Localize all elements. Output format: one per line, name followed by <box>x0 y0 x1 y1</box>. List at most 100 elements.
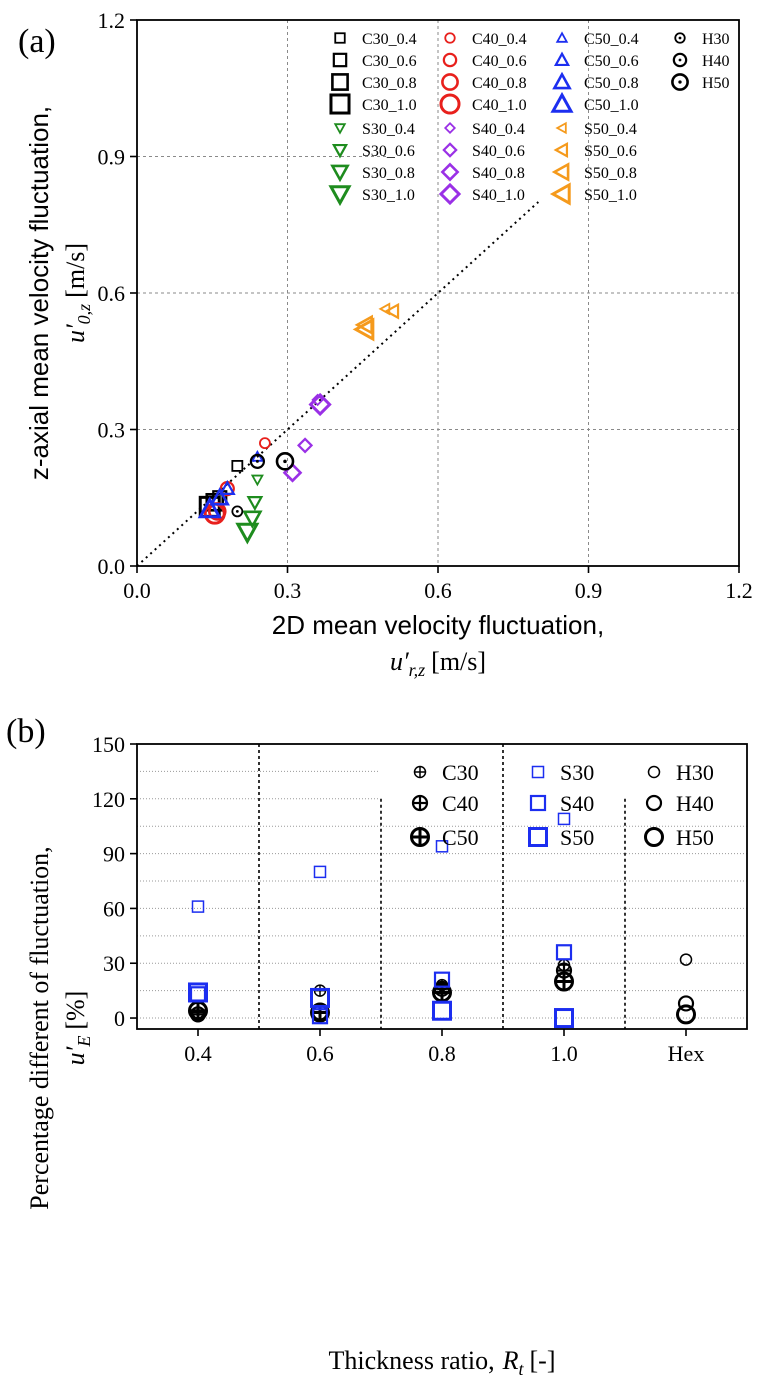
panel-b-x-axis-title: Thickness ratio, Rt [-] <box>329 1346 556 1379</box>
point-h40-0 <box>249 453 265 469</box>
panel-b-x-tick-label: 1.0 <box>550 1041 578 1066</box>
panel-a-x-tick-label: 0.0 <box>123 578 151 603</box>
legend-item-s50-0-8: S50_0.8 <box>551 162 637 182</box>
legend-item-s50-0-6: S50_0.6 <box>553 141 637 160</box>
legend-marker-c50-0-4 <box>555 31 569 43</box>
legend-label-c40-1-0: C40_1.0 <box>472 97 527 114</box>
legend-b-item-s50: S50 <box>528 825 594 850</box>
legend-item-c40-0-4: C40_0.4 <box>444 31 527 48</box>
legend-marker-c50-1-0 <box>550 91 574 113</box>
legend-label-c30-1-0: C30_1.0 <box>362 97 417 114</box>
panel-a-y-axis-unit: u′0,z[m/s] <box>61 243 94 343</box>
legend-marker-s30-0-4 <box>333 123 347 135</box>
legend-label-s40-0-8: S40_0.8 <box>472 165 525 182</box>
legend-label-s50-1-0: S50_1.0 <box>584 187 637 204</box>
panel-b-y-tick-label: 120 <box>92 787 125 812</box>
legend-marker-s50-0-4 <box>555 121 567 135</box>
legend-label-s30-0-4: S30_0.4 <box>362 121 415 138</box>
legend-marker-s40-0-6 <box>442 142 458 158</box>
panel-b-x-tick-label: Hex <box>668 1041 705 1066</box>
point-s50-0-6-0 <box>384 302 400 320</box>
point-s30-1-0-0 <box>235 522 260 545</box>
legend-marker-s30-0-6 <box>331 143 349 159</box>
legend-marker-s50-0-8 <box>551 162 570 182</box>
legend-b-item-h30: H30 <box>647 760 714 785</box>
legend-b-marker-s50 <box>528 827 548 847</box>
legend-label-c50-1-0: C50_1.0 <box>584 97 639 114</box>
panel-b-y-axis-title: Percentage different of fluctuation, <box>25 846 54 1209</box>
point-c50-1-0-0 <box>197 496 222 519</box>
point-b-c50-1 <box>310 1002 330 1023</box>
panel-a-y-axis-title: z-axial mean velocity fluctuation, <box>24 106 54 480</box>
legend-item-c40-0-6: C40_0.6 <box>442 52 527 70</box>
point-s40-0-6-0 <box>297 437 314 454</box>
legend-label-c30-0-6: C30_0.6 <box>362 53 417 70</box>
point-b-s50-1 <box>310 987 330 1008</box>
point-b-h40-0 <box>677 995 695 1012</box>
point-b-s50-3 <box>554 1008 574 1029</box>
panel-b-y-tick-label: 90 <box>103 842 125 867</box>
legend-b-label-s30: S30 <box>560 760 594 785</box>
panel-a-x-tick-label: 1.2 <box>725 578 753 603</box>
panel-b-y-tick-label: 0 <box>114 1006 125 1031</box>
panel-b-ticks: 0.4 0.6 0.8 1.0 Hex 0 30 60 90 120 150 <box>92 732 704 1066</box>
legend-item-s30-1-0: S30_1.0 <box>328 185 415 207</box>
legend-b-marker-c50 <box>410 827 430 847</box>
legend-label-s50-0-4: S50_0.4 <box>584 121 637 138</box>
legend-label-c50-0-8: C50_0.8 <box>584 75 639 92</box>
legend-label-s40-0-4: S40_0.4 <box>472 121 525 138</box>
legend-label-c50-0-4: C50_0.4 <box>584 31 639 48</box>
point-c50-0-8-0 <box>209 487 230 506</box>
point-c50-0-6-0 <box>218 479 236 495</box>
legend-label-c40-0-4: C40_0.4 <box>472 31 527 48</box>
legend-item-c30-1-0: C30_1.0 <box>329 93 417 115</box>
point-b-s30-0 <box>191 900 205 913</box>
legend-label-s40-0-6: S40_0.6 <box>472 143 525 160</box>
point-b-s40-1 <box>311 1008 329 1025</box>
legend-label-h40: H40 <box>702 53 730 70</box>
point-b-c50-0 <box>188 1000 208 1021</box>
point-h30-0 <box>231 505 244 518</box>
legend-label-s50-0-6: S50_0.6 <box>584 143 637 160</box>
point-c30-0-4-0 <box>231 459 244 472</box>
panel-b-data-points <box>188 812 696 1029</box>
legend-marker-c40-1-0 <box>439 93 461 115</box>
legend-item-c50-0-4: C50_0.4 <box>555 31 639 48</box>
panel-a-data-points <box>197 302 400 545</box>
legend-item-s50-1-0: S50_1.0 <box>549 182 637 206</box>
legend-label-c50-0-6: C50_0.6 <box>584 53 639 70</box>
legend-b-marker-s30 <box>531 765 545 779</box>
point-h50-0 <box>275 452 295 471</box>
legend-item-s40-0-8: S40_0.8 <box>440 162 525 182</box>
legend-label-s30-0-8: S30_0.8 <box>362 165 415 182</box>
panel-b-x-tick-label: 0.8 <box>428 1041 456 1066</box>
legend-b-item-s40: S40 <box>529 791 594 816</box>
legend-marker-s40-0-4 <box>443 121 457 135</box>
legend-b-marker-s40 <box>529 794 547 812</box>
legend-item-s40-0-4: S40_0.4 <box>443 121 525 138</box>
legend-item-s40-1-0: S40_1.0 <box>438 182 525 206</box>
legend-marker-s40-1-0 <box>438 182 462 206</box>
panel-a-x-axis-title: 2D mean velocity fluctuation, <box>272 610 604 640</box>
legend-marker-h40 <box>672 52 688 68</box>
legend-b-label-c30: C30 <box>442 760 479 785</box>
point-b-s50-2 <box>432 1000 452 1021</box>
legend-item-c50-1-0: C50_1.0 <box>550 91 639 114</box>
legend-item-c50-0-8: C50_0.8 <box>552 71 639 92</box>
panel-a-ticks: 0.0 0.3 0.6 0.9 1.2 0.0 0.3 0.6 0.9 1.2 <box>98 8 753 603</box>
panel-b-x-tick-label: 0.6 <box>306 1041 334 1066</box>
legend-marker-c50-0-6 <box>553 51 571 67</box>
legend-b-label-c50: C50 <box>442 825 479 850</box>
point-b-c50-3 <box>554 971 574 992</box>
legend-label-c40-0-6: C40_0.6 <box>472 53 527 70</box>
legend-b-item-s30: S30 <box>531 760 594 785</box>
point-b-s30-1 <box>313 865 327 879</box>
legend-b-item-h50: H50 <box>644 825 714 850</box>
panel-a: (a) 0.0 0.3 0.6 0.9 1.2 0.0 0.3 0.6 0.9 1.2 C30_0… <box>18 8 753 680</box>
panel-a-y-tick-label: 0.9 <box>98 145 126 170</box>
legend-b-marker-h30 <box>647 765 661 779</box>
legend-marker-h30 <box>674 32 686 44</box>
point-s50-1-0-0 <box>352 317 375 342</box>
legend-marker-h50 <box>671 73 689 91</box>
